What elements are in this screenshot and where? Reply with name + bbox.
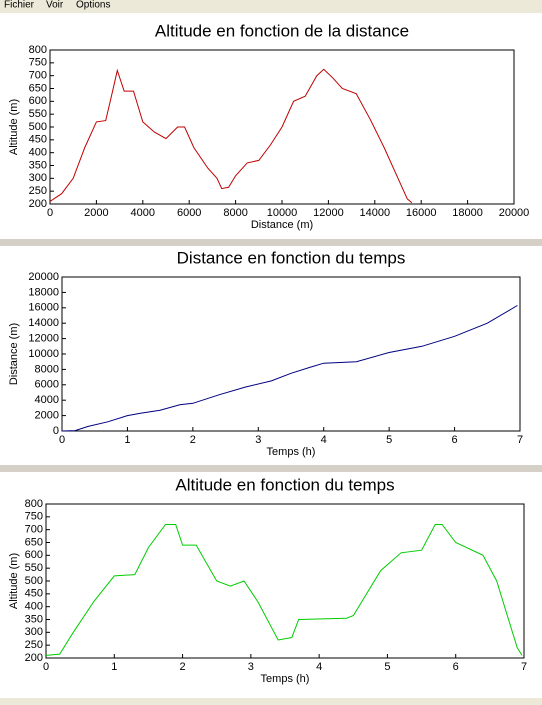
menu-item[interactable]: Voir [46,0,64,11]
y-tick-label: 300 [25,626,43,638]
x-tick-label: 7 [517,434,523,446]
x-tick-label: 12000 [313,207,344,219]
x-tick-label: 8000 [223,207,247,219]
x-tick-label: 10000 [267,207,298,219]
y-tick-label: 550 [29,108,47,120]
x-tick-label: 0 [47,207,53,219]
x-tick-label: 6000 [177,207,201,219]
y-tick-label: 500 [29,121,47,133]
status-bar [0,698,542,705]
y-tick-label: 18000 [28,286,59,298]
x-tick-label: 18000 [452,207,483,219]
y-tick-label: 350 [25,613,43,625]
y-tick-label: 600 [29,95,47,107]
data-line [45,524,523,656]
plot-area [45,503,525,659]
y-tick-label: 200 [29,198,47,210]
x-tick-label: 4 [316,661,322,673]
plot-area [61,276,521,432]
x-tick-label: 1 [124,434,130,446]
chart-title: Distance en fonction du temps [177,248,406,267]
x-tick-label: 2000 [84,207,108,219]
y-tick-label: 14000 [28,317,59,329]
y-tick-label: 450 [29,134,47,146]
x-tick-label: 2 [180,661,186,673]
menu-item[interactable]: Fichier [4,0,35,11]
x-tick-label: 7 [521,661,527,673]
x-tick-label: 6 [452,434,458,446]
chart-title: Altitude en fonction du temps [175,475,394,494]
x-tick-label: 5 [384,661,390,673]
data-line [61,305,518,432]
x-axis-label: Temps (h) [261,673,310,685]
y-tick-label: 450 [25,588,43,600]
x-tick-label: 14000 [360,207,391,219]
y-tick-label: 650 [25,536,43,548]
x-tick-label: 16000 [406,207,437,219]
x-tick-label: 20000 [499,207,530,219]
y-tick-label: 750 [29,57,47,69]
separator [0,239,542,246]
y-tick-label: 12000 [28,333,59,345]
separator [0,465,542,472]
y-tick-label: 8000 [35,363,59,375]
x-tick-label: 4 [321,434,327,446]
x-tick-label: 2 [190,434,196,446]
x-axis-label: Temps (h) [267,446,316,458]
y-tick-label: 350 [29,159,47,171]
y-tick-label: 700 [25,524,43,536]
y-tick-label: 400 [29,147,47,159]
y-tick-label: 200 [25,652,43,664]
y-axis-label: Altitude (m) [8,553,20,609]
x-tick-label: 0 [43,661,49,673]
x-tick-label: 1 [111,661,117,673]
x-axis-label: Distance (m) [251,219,313,231]
y-tick-label: 4000 [35,394,59,406]
y-axis-label: Altitude (m) [8,99,20,155]
y-tick-label: 550 [25,562,43,574]
y-tick-label: 20000 [28,271,59,283]
y-tick-label: 500 [25,575,43,587]
y-tick-label: 250 [29,185,47,197]
y-tick-label: 250 [25,639,43,651]
y-tick-label: 0 [53,425,59,437]
x-tick-label: 3 [248,661,254,673]
x-tick-label: 6 [453,661,459,673]
chart-title: Altitude en fonction de la distance [155,21,409,40]
y-tick-label: 700 [29,70,47,82]
data-line [49,68,413,204]
y-tick-label: 2000 [35,410,59,422]
y-tick-label: 6000 [35,379,59,391]
x-tick-label: 0 [59,434,65,446]
y-tick-label: 800 [25,498,43,510]
y-tick-label: 400 [25,601,43,613]
y-tick-label: 650 [29,82,47,94]
y-tick-label: 300 [29,172,47,184]
y-tick-label: 600 [25,549,43,561]
x-tick-label: 3 [255,434,261,446]
menu-bar [0,0,542,13]
menu-item[interactable]: Options [76,0,110,11]
x-tick-label: 5 [386,434,392,446]
y-axis-label: Distance (m) [8,323,20,385]
x-tick-label: 4000 [131,207,155,219]
y-tick-label: 16000 [28,302,59,314]
y-tick-label: 750 [25,511,43,523]
y-tick-label: 800 [29,44,47,56]
y-tick-label: 10000 [28,348,59,360]
